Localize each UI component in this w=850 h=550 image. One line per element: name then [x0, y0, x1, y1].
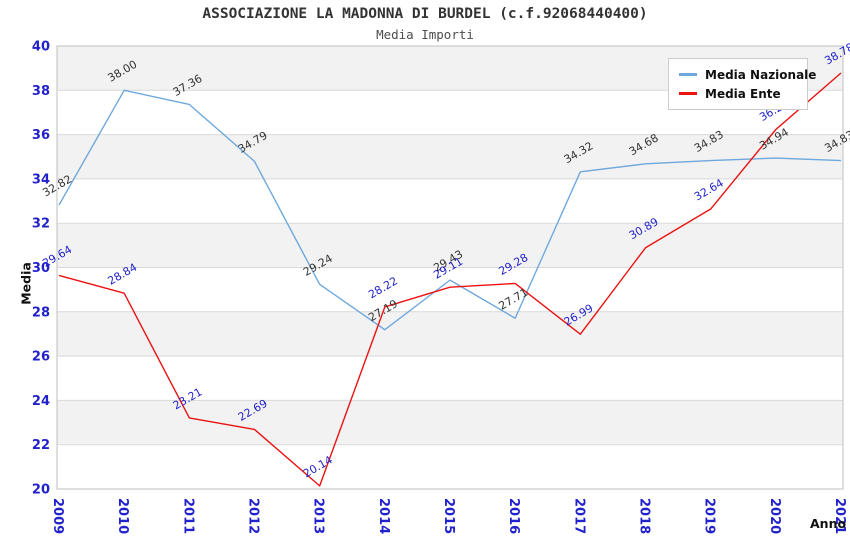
svg-text:34: 34 — [32, 172, 50, 187]
x-axis-title: Anno — [810, 516, 847, 531]
svg-text:2021: 2021 — [832, 498, 847, 534]
series-line-media-ente — [58, 72, 842, 487]
svg-text:2018: 2018 — [637, 498, 652, 534]
legend-item-media-nazionale: Media Nazionale — [679, 65, 816, 84]
svg-text:2020: 2020 — [767, 498, 782, 534]
svg-text:24: 24 — [32, 394, 50, 409]
svg-text:28: 28 — [32, 305, 50, 320]
legend: Media Nazionale Media Ente — [668, 58, 816, 110]
svg-text:2013: 2013 — [311, 498, 326, 534]
svg-text:2015: 2015 — [441, 498, 456, 534]
plot-border — [56, 45, 844, 490]
svg-text:20.14: 20.14 — [301, 453, 335, 480]
chart-subtitle: Media Importi — [376, 27, 474, 42]
svg-text:2011: 2011 — [180, 498, 195, 534]
svg-text:2017: 2017 — [571, 498, 586, 534]
svg-text:38: 38 — [32, 84, 50, 99]
legend-item-media-ente: Media Ente — [679, 84, 807, 103]
legend-label-media-nazionale: Media Nazionale — [705, 67, 817, 82]
svg-text:22: 22 — [32, 438, 50, 453]
svg-text:28.22: 28.22 — [366, 274, 400, 301]
grid-bands — [57, 46, 843, 445]
legend-swatch-media-ente-icon — [679, 92, 697, 95]
chart-title: ASSOCIAZIONE LA MADONNA DI BURDEL (c.f.9… — [202, 6, 648, 22]
svg-text:2012: 2012 — [246, 498, 261, 534]
svg-text:2010: 2010 — [115, 498, 130, 534]
svg-text:40: 40 — [32, 40, 50, 55]
svg-text:27.71: 27.71 — [497, 286, 531, 313]
svg-text:20: 20 — [32, 483, 50, 498]
y-axis-title: Media — [18, 262, 34, 305]
svg-text:2016: 2016 — [506, 498, 521, 534]
legend-swatch-media-nazionale-icon — [679, 73, 697, 76]
svg-text:36: 36 — [32, 128, 50, 143]
y-tick-labels: 20 22 24 26 28 30 32 34 36 38 40 — [32, 40, 50, 498]
x-tick-labels: 2009 2010 2011 2012 2013 2014 2015 2016 2017 2018… — [50, 498, 847, 534]
series-line-media-nazionale — [58, 89, 842, 331]
svg-text:32.64: 32.64 — [692, 176, 726, 203]
svg-text:2019: 2019 — [702, 498, 717, 534]
svg-text:2014: 2014 — [376, 498, 391, 534]
svg-text:2009: 2009 — [50, 498, 65, 534]
svg-text:30: 30 — [32, 261, 50, 276]
legend-label-media-ente: Media Ente — [705, 86, 781, 101]
svg-text:32: 32 — [32, 217, 50, 232]
svg-text:26: 26 — [32, 350, 50, 365]
